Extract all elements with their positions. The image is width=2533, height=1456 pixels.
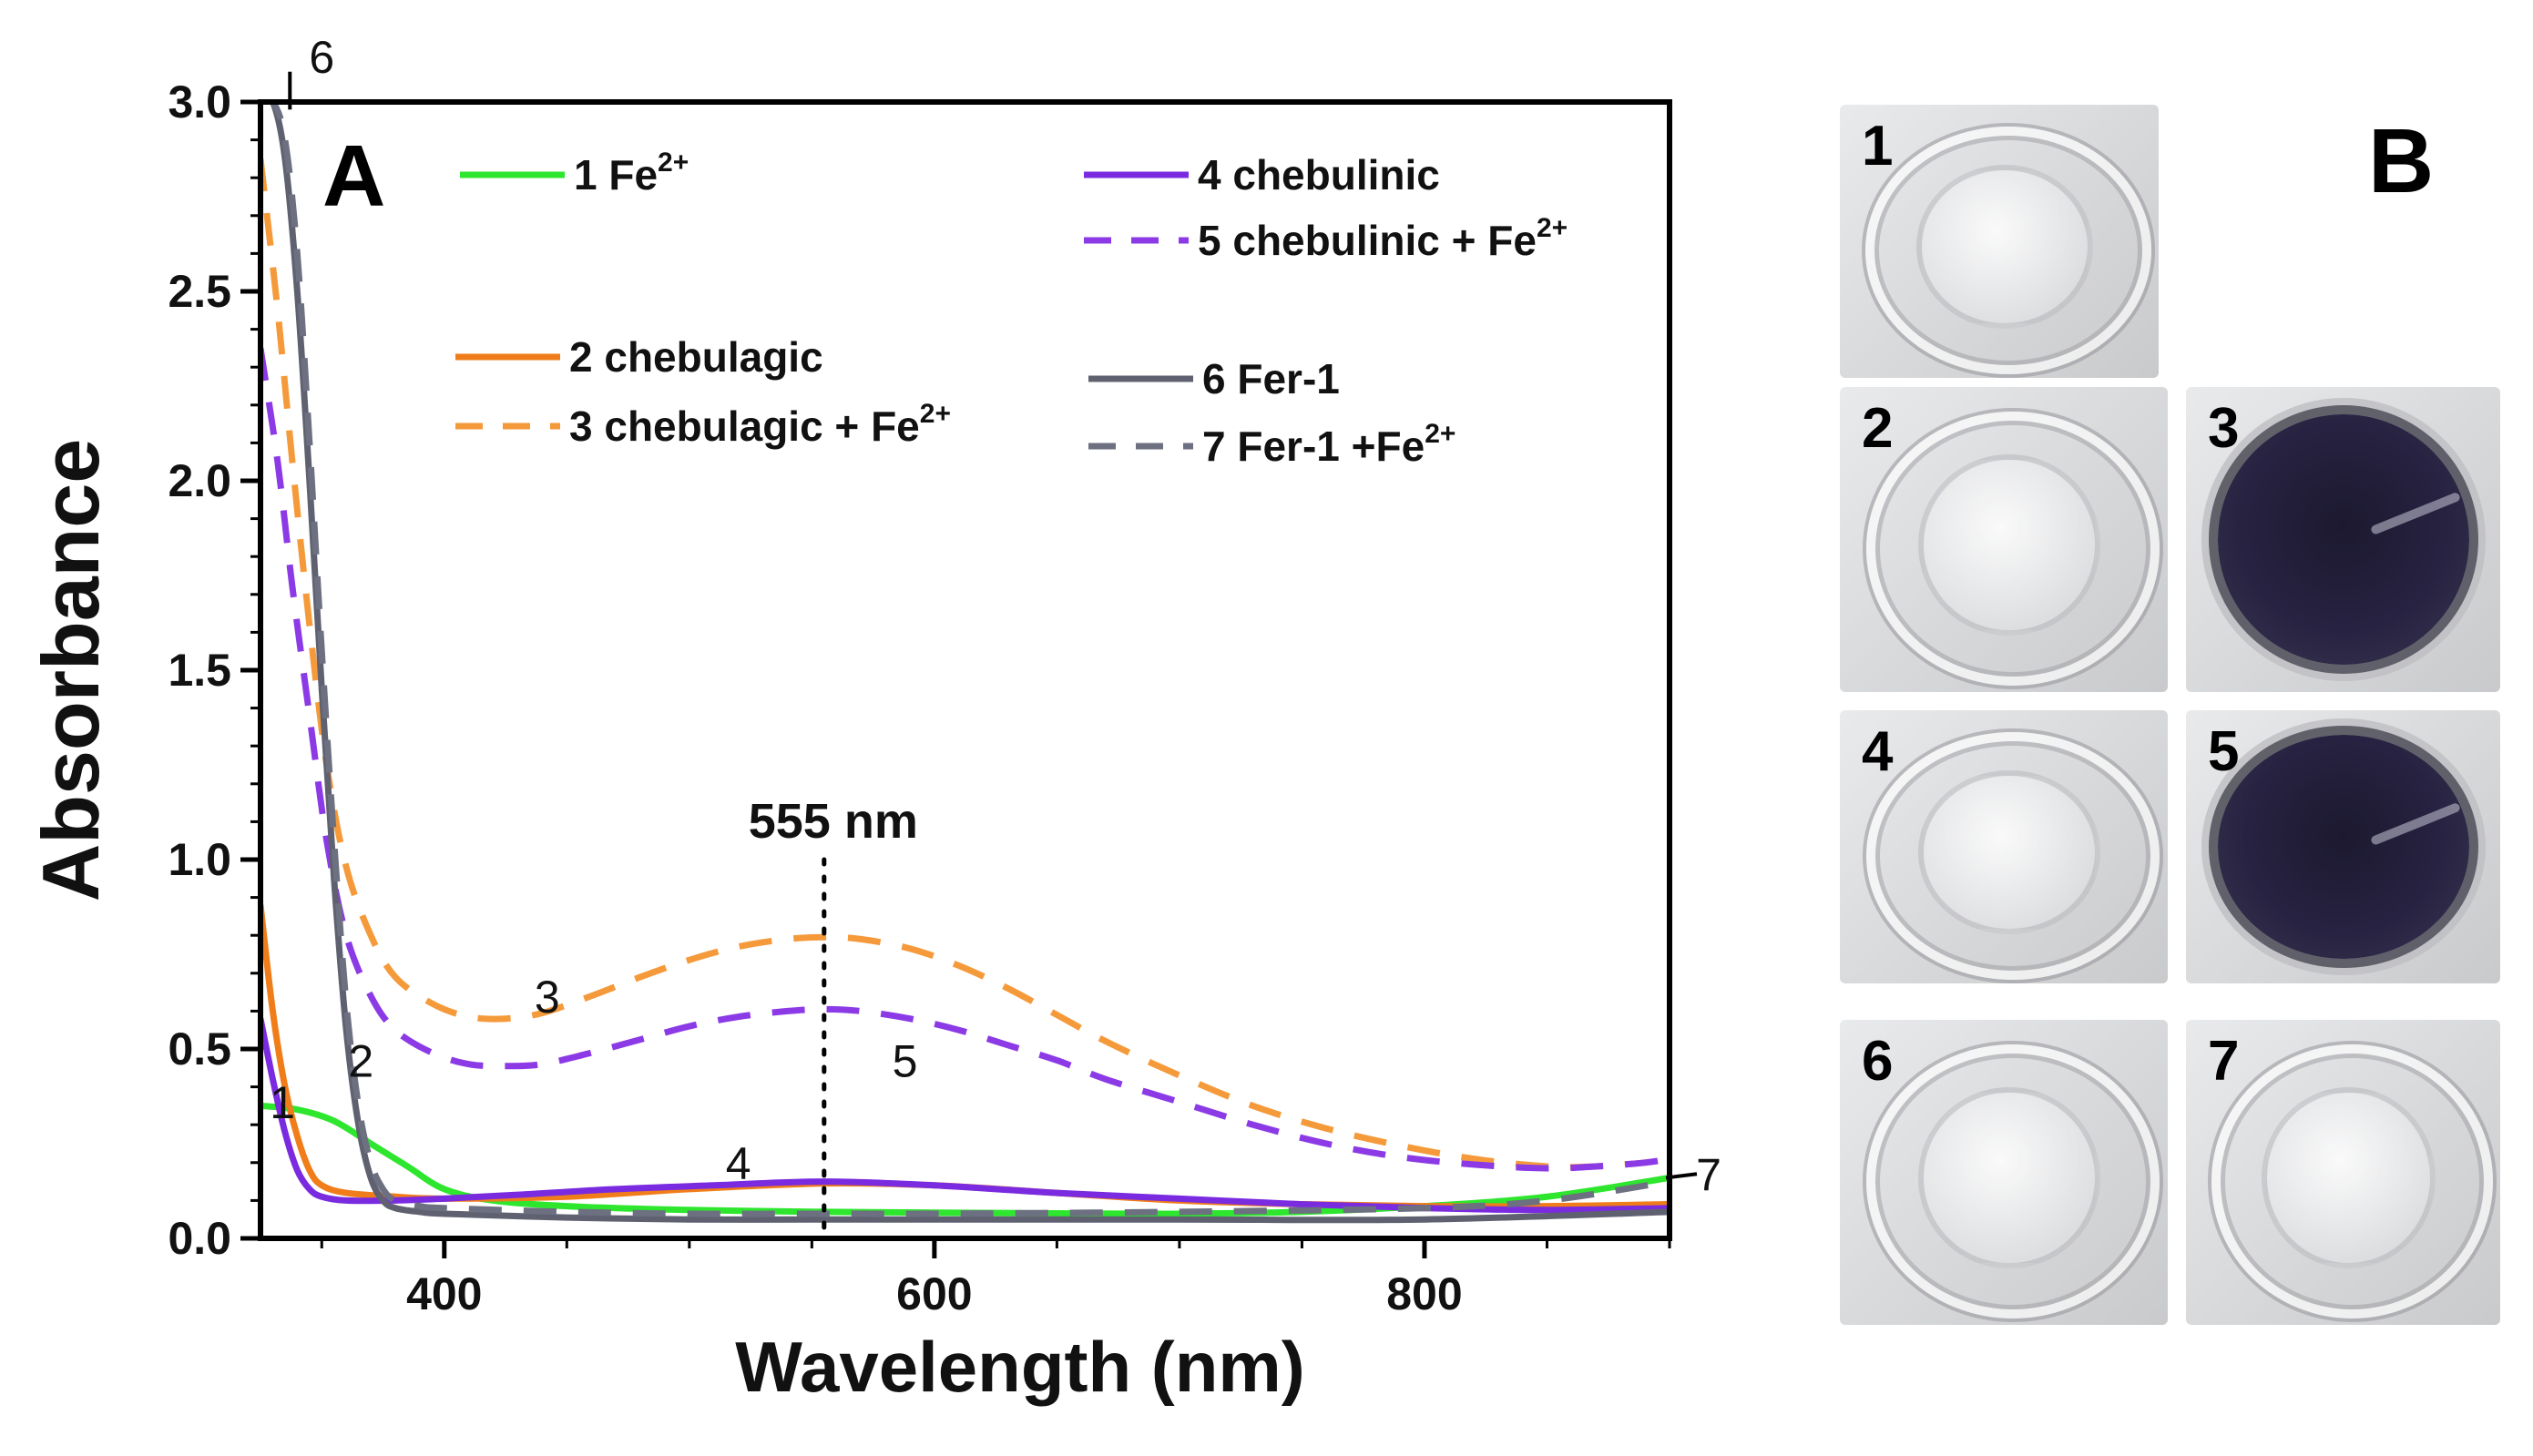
y-tick-label: 0.5	[168, 1023, 231, 1074]
absorbance-chart: 0.0 0.5 1.0 1.5 2.0 2.5 3.0 400 600 800 Absorbanc…	[26, 32, 1721, 1407]
series-2-line	[260, 904, 1670, 1210]
well-6: 6	[1840, 1020, 2168, 1325]
peak-annotation: 555 nm	[749, 794, 918, 1241]
well-3: 3	[2186, 387, 2500, 692]
well-6-number: 6	[1862, 1030, 1894, 1093]
curve-label-7: 7	[1696, 1149, 1721, 1200]
well-5: 5	[2186, 710, 2500, 983]
panel-a-label: A	[322, 127, 385, 225]
panel-b-label: B	[2368, 110, 2435, 212]
legend-label-6: 6 Fer-1	[1202, 355, 1340, 402]
peak-label: 555 nm	[749, 794, 918, 849]
legend-label-4: 4 chebulinic	[1198, 151, 1440, 199]
legend: 1 Fe2+ 2 chebulagic 3 chebulagic + Fe2+ 4 c…	[455, 148, 1568, 470]
y-axis-title: Absorbance	[26, 439, 116, 902]
tick-labels: 0.0 0.5 1.0 1.5 2.0 2.5 3.0 400 600 800	[168, 76, 1462, 1319]
curve-label-6: 6	[309, 32, 334, 83]
legend-label-3: 3 chebulagic + Fe2+	[569, 399, 951, 450]
well-7: 7	[2186, 1020, 2500, 1325]
well-2: 2	[1840, 387, 2168, 692]
series-5-line	[260, 347, 1670, 1172]
axis-ticks	[240, 99, 1671, 1258]
series-4-line	[260, 1018, 1670, 1214]
y-tick-label: 1.0	[168, 834, 231, 885]
curve-label-4: 4	[726, 1138, 751, 1189]
legend-label-1: 1 Fe2+	[574, 148, 689, 199]
legend-label-5: 5 chebulinic + Fe2+	[1198, 213, 1568, 264]
spectra-curves	[260, 102, 1670, 1224]
curve-label-5: 5	[893, 1035, 918, 1086]
legend-label-7: 7 Fer-1 +Fe2+	[1202, 419, 1455, 470]
well-5-number: 5	[2208, 720, 2240, 783]
y-tick-label: 3.0	[168, 76, 231, 127]
curve-label-3: 3	[535, 972, 560, 1023]
series-7-line	[260, 102, 1670, 1217]
x-axis-title: Wavelength (nm)	[735, 1327, 1304, 1407]
y-tick-label: 1.5	[168, 645, 231, 696]
curve-labels: 1 2 3 4 5 6 7	[270, 32, 1721, 1200]
well-4: 4	[1840, 710, 2168, 983]
well-2-number: 2	[1862, 397, 1894, 460]
curve-7-leader	[1665, 1172, 1698, 1180]
well-7-number: 7	[2208, 1030, 2240, 1093]
y-tick-label: 2.0	[168, 455, 231, 506]
series-3-line	[260, 158, 1670, 1171]
well-4-number: 4	[1862, 720, 1894, 783]
y-tick-label: 2.5	[168, 266, 231, 317]
well-3-number: 3	[2208, 397, 2240, 460]
well-1: 1	[1840, 105, 2159, 378]
plot-frame	[258, 99, 1672, 1241]
x-tick-label: 800	[1386, 1268, 1462, 1319]
well-1-number: 1	[1862, 115, 1894, 178]
series-6-line	[260, 102, 1670, 1224]
x-tick-label: 400	[406, 1268, 482, 1319]
y-tick-label: 0.0	[168, 1213, 231, 1264]
curve-label-2: 2	[348, 1035, 373, 1086]
legend-label-2: 2 chebulagic	[569, 333, 823, 381]
curve-label-1: 1	[270, 1077, 295, 1128]
panel-b: B 1 2 3 4 5 6 7	[1767, 82, 2500, 1357]
x-tick-label: 600	[896, 1268, 972, 1319]
